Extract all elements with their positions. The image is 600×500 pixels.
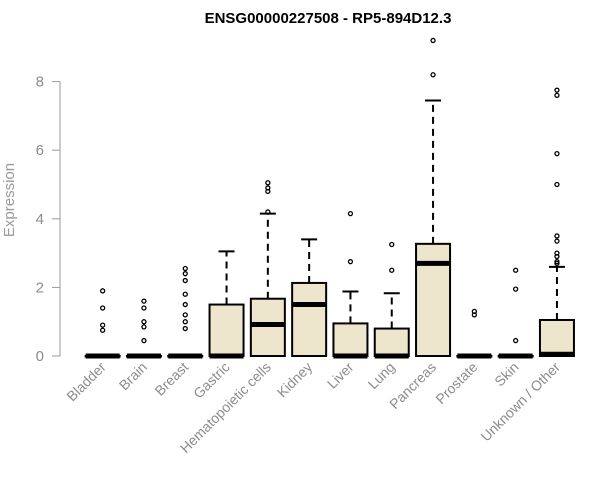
outlier-point bbox=[554, 233, 560, 239]
y-tick-label: 2 bbox=[36, 279, 44, 296]
box-lung bbox=[373, 241, 410, 359]
outlier-point bbox=[389, 267, 395, 273]
box-iqr bbox=[538, 318, 575, 357]
box-prostate bbox=[456, 308, 493, 359]
box-hematopoietic-cells bbox=[249, 180, 286, 357]
outlier-point bbox=[513, 267, 519, 273]
box-bladder bbox=[84, 288, 121, 359]
outlier-point bbox=[265, 209, 271, 215]
outlier-point bbox=[141, 298, 147, 304]
x-tick-label: Prostate bbox=[432, 359, 480, 407]
box-skin bbox=[497, 267, 534, 359]
y-axis-label: Expression bbox=[1, 163, 18, 237]
outlier-point bbox=[554, 238, 560, 244]
outlier-point bbox=[430, 37, 436, 44]
outlier-point bbox=[100, 305, 106, 311]
box-kidney bbox=[291, 238, 328, 358]
box-iqr bbox=[249, 297, 286, 357]
outlier-point bbox=[141, 305, 147, 311]
box-liver bbox=[332, 211, 369, 359]
outlier-point bbox=[347, 211, 354, 217]
outlier-point bbox=[554, 150, 560, 157]
outlier-point bbox=[182, 301, 188, 308]
plot-area bbox=[84, 37, 575, 359]
outlier-point bbox=[554, 87, 560, 93]
y-tick-label: 0 bbox=[36, 348, 44, 365]
outlier-point bbox=[182, 277, 188, 284]
outlier-point bbox=[265, 180, 271, 186]
outlier-point bbox=[430, 72, 436, 78]
outlier-point bbox=[265, 188, 271, 195]
outlier-point bbox=[100, 288, 106, 294]
outlier-point bbox=[182, 265, 188, 272]
outlier-point bbox=[554, 92, 560, 98]
x-tick-label: Breast bbox=[151, 359, 191, 399]
x-tick-label: Skin bbox=[491, 359, 522, 390]
outlier-point bbox=[141, 337, 147, 344]
outlier-point bbox=[554, 253, 560, 260]
y-tick-label: 6 bbox=[36, 142, 44, 159]
x-tick-label: Bladder bbox=[63, 359, 109, 405]
outlier-point bbox=[141, 324, 147, 330]
box-pancreas bbox=[415, 37, 452, 358]
x-tick-label: Kidney bbox=[274, 359, 316, 401]
y-tick-label: 8 bbox=[36, 74, 44, 91]
outlier-point bbox=[513, 337, 519, 344]
outlier-point bbox=[182, 312, 188, 318]
box-iqr bbox=[415, 242, 452, 358]
x-tick-label: Brain bbox=[116, 359, 150, 393]
y-tick-label: 4 bbox=[36, 211, 44, 228]
outlier-point bbox=[389, 241, 395, 248]
x-tick-label: Liver bbox=[324, 359, 357, 392]
box-brain bbox=[125, 298, 162, 359]
box-iqr bbox=[291, 281, 328, 358]
outlier-point bbox=[347, 259, 354, 265]
box-gastric bbox=[208, 250, 245, 359]
outlier-point bbox=[182, 291, 188, 297]
outlier-point bbox=[182, 319, 188, 325]
chart-title: ENSG00000227508 - RP5-894D12.3 bbox=[205, 10, 452, 27]
outlier-point bbox=[141, 319, 147, 325]
outlier-point bbox=[100, 322, 106, 328]
box-iqr bbox=[332, 322, 369, 358]
box-iqr bbox=[373, 327, 410, 357]
x-tick-label: Lung bbox=[365, 359, 398, 392]
box-breast bbox=[167, 265, 204, 359]
outlier-point bbox=[471, 312, 478, 318]
y-axis: 0 2 4 6 8 bbox=[36, 74, 61, 365]
outlier-point bbox=[554, 181, 560, 188]
box-unknown-other bbox=[538, 87, 575, 357]
outlier-point bbox=[182, 271, 188, 277]
outlier-point bbox=[100, 327, 106, 333]
outlier-point bbox=[513, 286, 519, 292]
outlier-point bbox=[554, 260, 560, 267]
outlier-point bbox=[182, 325, 188, 332]
box-iqr bbox=[208, 303, 245, 357]
